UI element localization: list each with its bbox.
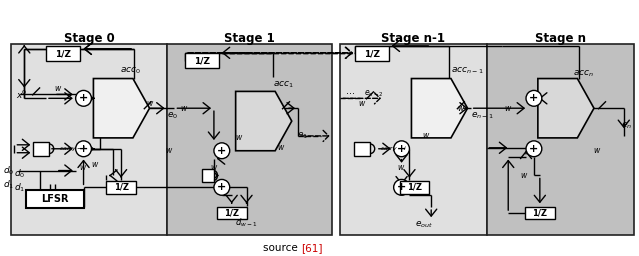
- Bar: [525, 207, 555, 219]
- Text: source: source: [263, 243, 301, 253]
- Text: $e_1$: $e_1$: [297, 131, 308, 141]
- Text: $d_0$: $d_0$: [3, 164, 15, 177]
- Text: $w$: $w$: [397, 163, 406, 172]
- Text: $e_{n-1}$: $e_{n-1}$: [471, 111, 493, 121]
- Text: LFSR: LFSR: [41, 194, 68, 204]
- Text: 1/Z: 1/Z: [364, 49, 380, 58]
- Circle shape: [526, 90, 542, 106]
- Text: 1/Z: 1/Z: [224, 209, 239, 218]
- Circle shape: [394, 141, 410, 157]
- Text: $acc_0$: $acc_0$: [120, 65, 141, 76]
- Text: 1/Z: 1/Z: [407, 183, 422, 192]
- Text: $d_0$: $d_0$: [15, 167, 26, 180]
- Text: $e_0$: $e_0$: [167, 111, 179, 121]
- Text: +: +: [397, 182, 406, 192]
- Text: $e_n$: $e_n$: [621, 121, 632, 131]
- Circle shape: [75, 141, 91, 157]
- Text: +: +: [79, 93, 88, 103]
- Text: Stage 0: Stage 0: [64, 33, 114, 46]
- Text: $w$: $w$: [457, 104, 465, 113]
- Text: ...: ...: [346, 87, 355, 97]
- Bar: [354, 142, 370, 156]
- Bar: [202, 168, 214, 183]
- Text: $w$: $w$: [166, 146, 174, 155]
- Text: 1/Z: 1/Z: [114, 183, 128, 192]
- Text: +: +: [397, 144, 406, 154]
- Text: +: +: [217, 146, 226, 156]
- Text: [61]: [61]: [301, 243, 322, 253]
- Text: $d_{w-1}$: $d_{w-1}$: [235, 217, 258, 229]
- Circle shape: [214, 179, 229, 195]
- Text: $carry-i$: $carry-i$: [59, 144, 86, 153]
- Text: $carry-i$: $carry-i$: [380, 144, 407, 153]
- Text: Stage n-1: Stage n-1: [381, 33, 445, 46]
- Text: $d_1$: $d_1$: [3, 178, 15, 191]
- Text: 1/Z: 1/Z: [194, 56, 210, 65]
- Text: $w$: $w$: [358, 99, 366, 108]
- Text: $d_1$: $d_1$: [15, 181, 26, 194]
- Text: $w$: $w$: [91, 160, 100, 169]
- Polygon shape: [412, 79, 468, 138]
- Bar: [167, 44, 332, 235]
- Text: $x^0$: $x^0$: [17, 88, 28, 101]
- Text: +: +: [79, 144, 88, 154]
- Bar: [106, 181, 136, 194]
- Text: +: +: [217, 182, 226, 192]
- Text: 1/Z: 1/Z: [55, 49, 71, 58]
- Text: $acc_n$: $acc_n$: [573, 68, 594, 79]
- Text: Stage 1: Stage 1: [224, 33, 275, 46]
- Bar: [399, 181, 429, 194]
- Bar: [217, 207, 247, 219]
- Polygon shape: [538, 79, 594, 138]
- Circle shape: [394, 179, 410, 195]
- Text: $e_{n-2}$: $e_{n-2}$: [364, 88, 383, 99]
- Circle shape: [75, 90, 91, 106]
- Bar: [486, 44, 634, 235]
- Text: $w$: $w$: [146, 99, 154, 108]
- Text: 1/Z: 1/Z: [532, 209, 548, 218]
- Bar: [33, 142, 49, 156]
- Bar: [12, 44, 167, 235]
- Text: $w$: $w$: [504, 104, 512, 113]
- Text: $w$: $w$: [235, 133, 243, 142]
- Text: $e_{out}$: $e_{out}$: [415, 220, 433, 230]
- Text: $w$: $w$: [54, 84, 62, 93]
- Text: $w$: $w$: [79, 163, 88, 172]
- Text: +: +: [529, 144, 539, 154]
- Text: $w$: $w$: [593, 146, 601, 155]
- Circle shape: [214, 143, 229, 159]
- Bar: [355, 46, 389, 61]
- Text: $w$: $w$: [180, 104, 189, 113]
- Text: $w$: $w$: [422, 131, 431, 140]
- Text: $w$: $w$: [520, 171, 528, 180]
- Text: +: +: [529, 93, 539, 103]
- Circle shape: [526, 141, 542, 157]
- Bar: [341, 44, 486, 235]
- Bar: [185, 53, 219, 68]
- Text: $w$: $w$: [277, 143, 285, 152]
- Text: $w$: $w$: [210, 163, 218, 172]
- Text: $acc_{n-1}$: $acc_{n-1}$: [451, 65, 484, 76]
- Polygon shape: [93, 79, 150, 138]
- Text: $acc_1$: $acc_1$: [273, 79, 294, 90]
- Text: Stage n: Stage n: [535, 33, 585, 46]
- Bar: [26, 190, 84, 208]
- Bar: [46, 46, 80, 61]
- Polygon shape: [236, 91, 292, 151]
